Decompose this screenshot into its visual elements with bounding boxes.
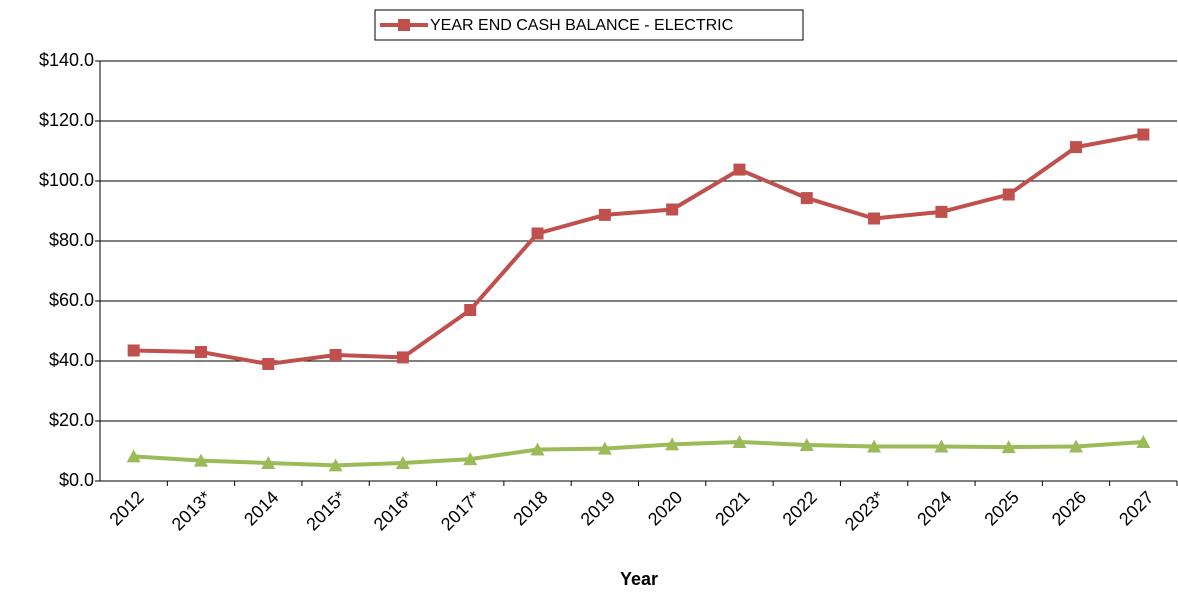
y-tick-label: $0.0 (59, 470, 94, 490)
marker (733, 163, 746, 176)
marker (867, 439, 882, 453)
x-tick-label: 2015* (302, 487, 349, 534)
marker (126, 449, 141, 463)
x-tick-label: 2022 (779, 487, 821, 529)
marker (464, 304, 477, 316)
y-tick-label: $20.0 (49, 410, 94, 430)
marker (328, 458, 343, 472)
marker (463, 452, 478, 466)
y-tick-label: $60.0 (49, 290, 94, 310)
marker (396, 351, 409, 364)
x-tick-label: 2012 (105, 487, 147, 529)
marker (194, 346, 207, 358)
y-tick-label: $120.0 (39, 110, 94, 130)
marker (598, 208, 611, 221)
marker (665, 437, 680, 451)
marker (799, 438, 814, 451)
marker (395, 456, 410, 469)
legend-label: YEAR END CASH BALANCE - ELECTRIC (430, 17, 733, 34)
x-tick-label: 2019 (577, 487, 619, 529)
marker (1136, 435, 1151, 448)
series-line (133, 439, 1144, 468)
marker (732, 435, 747, 448)
x-tick-label: 2020 (644, 487, 686, 529)
x-tick-label: 2024 (913, 487, 955, 529)
x-tick-label: 2014 (240, 487, 282, 529)
y-tick-label: $80.0 (49, 230, 94, 250)
x-tick-label: 2026 (1048, 487, 1090, 529)
marker (1069, 439, 1084, 453)
marker (1137, 128, 1150, 141)
x-tick-label: 2018 (509, 487, 551, 529)
y-tick-label: $140.0 (39, 50, 94, 70)
x-tick-label: 2017* (437, 487, 484, 534)
marker (261, 456, 276, 469)
marker (597, 441, 612, 455)
marker (329, 349, 342, 361)
marker (868, 212, 881, 225)
x-axis-label: Year (620, 569, 658, 589)
legend-marker (398, 19, 410, 31)
x-tick-label: 2025 (980, 487, 1022, 529)
marker (1070, 141, 1083, 154)
marker (666, 203, 679, 216)
marker (530, 442, 545, 456)
x-tick-label: 2016* (370, 487, 417, 534)
marker (800, 192, 813, 205)
series-line (133, 132, 1144, 367)
marker (935, 205, 948, 218)
legend-box (374, 9, 804, 41)
marker (262, 358, 275, 370)
y-tick-label: $100.0 (39, 170, 94, 190)
y-tick-label: $40.0 (49, 350, 94, 370)
x-tick-label: 2013* (168, 487, 215, 534)
marker (531, 227, 544, 240)
marker (934, 439, 949, 453)
x-tick-label: 2021 (711, 487, 753, 529)
marker (1001, 440, 1016, 454)
marker (127, 344, 140, 357)
marker (1002, 188, 1015, 201)
x-tick-label: 2027 (1115, 487, 1157, 529)
marker (193, 453, 208, 467)
x-tick-label: 2023* (841, 487, 888, 534)
